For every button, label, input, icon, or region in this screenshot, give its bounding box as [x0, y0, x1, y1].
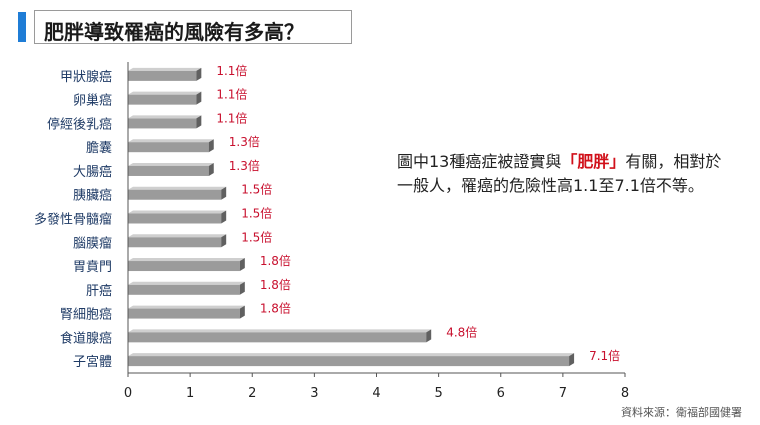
bar-end-face — [239, 281, 245, 295]
category-label: 食道腺癌 — [60, 330, 112, 346]
data-label: 1.8倍 — [260, 253, 291, 268]
bar-end-face — [239, 258, 245, 272]
data-label: 1.3倍 — [229, 158, 260, 173]
category-label: 子宮體 — [73, 354, 112, 370]
data-label: 1.8倍 — [260, 277, 291, 292]
bar-top-face — [128, 305, 245, 309]
bar-end-face — [208, 139, 214, 153]
bar-top-face — [128, 162, 214, 166]
bar-end-face — [221, 234, 227, 248]
bar-top-face — [128, 353, 575, 357]
bar-front-face — [128, 237, 222, 248]
bar-front-face — [128, 142, 209, 153]
bar-end-face — [239, 305, 245, 319]
bar-top-face — [128, 67, 202, 71]
category-label: 腎細胞癌 — [60, 307, 112, 323]
category-label: 胰臟癌 — [73, 188, 112, 204]
category-label: 膽囊 — [86, 140, 112, 156]
bar-end-face — [196, 91, 202, 105]
x-tick-label: 5 — [434, 386, 442, 401]
x-tick-label: 8 — [621, 386, 629, 401]
bar — [128, 91, 202, 105]
data-label: 1.1倍 — [216, 63, 247, 78]
data-label: 1.5倍 — [241, 206, 272, 221]
bar — [128, 258, 245, 272]
category-label: 多發性骨髓瘤 — [34, 212, 112, 228]
chart-note: 圖中13種癌症被證實與「肥胖」有關，相對於一般人，罹癌的危險性高1.1至7.1倍… — [397, 150, 737, 198]
bar — [128, 139, 214, 153]
bar — [128, 281, 245, 295]
bar-end-face — [221, 186, 227, 200]
data-label: 1.5倍 — [241, 182, 272, 197]
bar-front-face — [128, 308, 240, 319]
bar-front-face — [128, 284, 240, 295]
data-label: 1.1倍 — [216, 110, 247, 125]
note-text-1: 圖中13種癌症被證實與 — [397, 152, 562, 171]
page-title: 肥胖導致罹癌的風險有多高？ — [44, 20, 304, 44]
bar-top-face — [128, 91, 202, 95]
title-accent-bar — [18, 12, 26, 42]
x-tick-label: 7 — [559, 386, 567, 401]
category-label: 停經後乳癌 — [47, 116, 112, 132]
bar — [128, 329, 432, 343]
category-label: 腦膜瘤 — [73, 235, 112, 251]
bar-front-face — [128, 332, 427, 343]
bar-front-face — [128, 118, 197, 129]
bar-end-face — [196, 67, 202, 81]
bar-front-face — [128, 94, 197, 105]
bar-top-face — [128, 258, 245, 262]
x-tick-label: 6 — [497, 386, 505, 401]
data-label: 7.1倍 — [589, 348, 620, 363]
data-label: 1.8倍 — [260, 301, 291, 316]
bar-front-face — [128, 213, 222, 224]
bar-end-face — [221, 210, 227, 224]
x-tick-label: 0 — [124, 386, 132, 401]
note-highlight: 「肥胖」 — [561, 152, 626, 171]
category-label: 大腸癌 — [73, 164, 112, 180]
bar-top-face — [128, 210, 227, 214]
bar — [128, 186, 227, 200]
data-source: 資料來源：衛福部國健署 — [621, 406, 742, 419]
data-label: 1.3倍 — [229, 134, 260, 149]
bar-end-face — [196, 115, 202, 129]
title-box: 肥胖導致罹癌的風險有多高？ — [34, 10, 352, 44]
bar-end-face — [569, 353, 575, 367]
category-label: 甲狀腺癌 — [60, 69, 112, 85]
bar-front-face — [128, 165, 209, 176]
bar-top-face — [128, 281, 245, 285]
bar-top-face — [128, 139, 214, 143]
category-label: 卵巢癌 — [73, 93, 112, 109]
bar — [128, 353, 575, 367]
x-tick-label: 3 — [310, 386, 318, 401]
bar — [128, 210, 227, 224]
x-tick-label: 2 — [248, 386, 256, 401]
bar-front-face — [128, 261, 240, 272]
bar-top-face — [128, 329, 432, 333]
category-label: 胃賁門 — [73, 260, 112, 275]
bar-front-face — [128, 356, 570, 367]
bar — [128, 234, 227, 248]
bar-front-face — [128, 70, 197, 81]
data-label: 1.1倍 — [216, 87, 247, 102]
bar-top-face — [128, 234, 227, 238]
bar — [128, 162, 214, 176]
bar-end-face — [426, 329, 432, 343]
bar-end-face — [208, 162, 214, 176]
bar-top-face — [128, 186, 227, 190]
category-label: 肝癌 — [86, 283, 112, 299]
data-label: 1.5倍 — [241, 229, 272, 244]
x-tick-label: 4 — [372, 386, 380, 401]
bar — [128, 305, 245, 319]
bar-top-face — [128, 115, 202, 119]
bar — [128, 67, 202, 81]
note-text-2: 有關，相對於一般人，罹癌的危險性高1.1至7.1倍不等。 — [397, 152, 722, 195]
bar — [128, 115, 202, 129]
x-tick-label: 1 — [186, 386, 194, 401]
bar-front-face — [128, 189, 222, 200]
data-label: 4.8倍 — [446, 324, 477, 339]
